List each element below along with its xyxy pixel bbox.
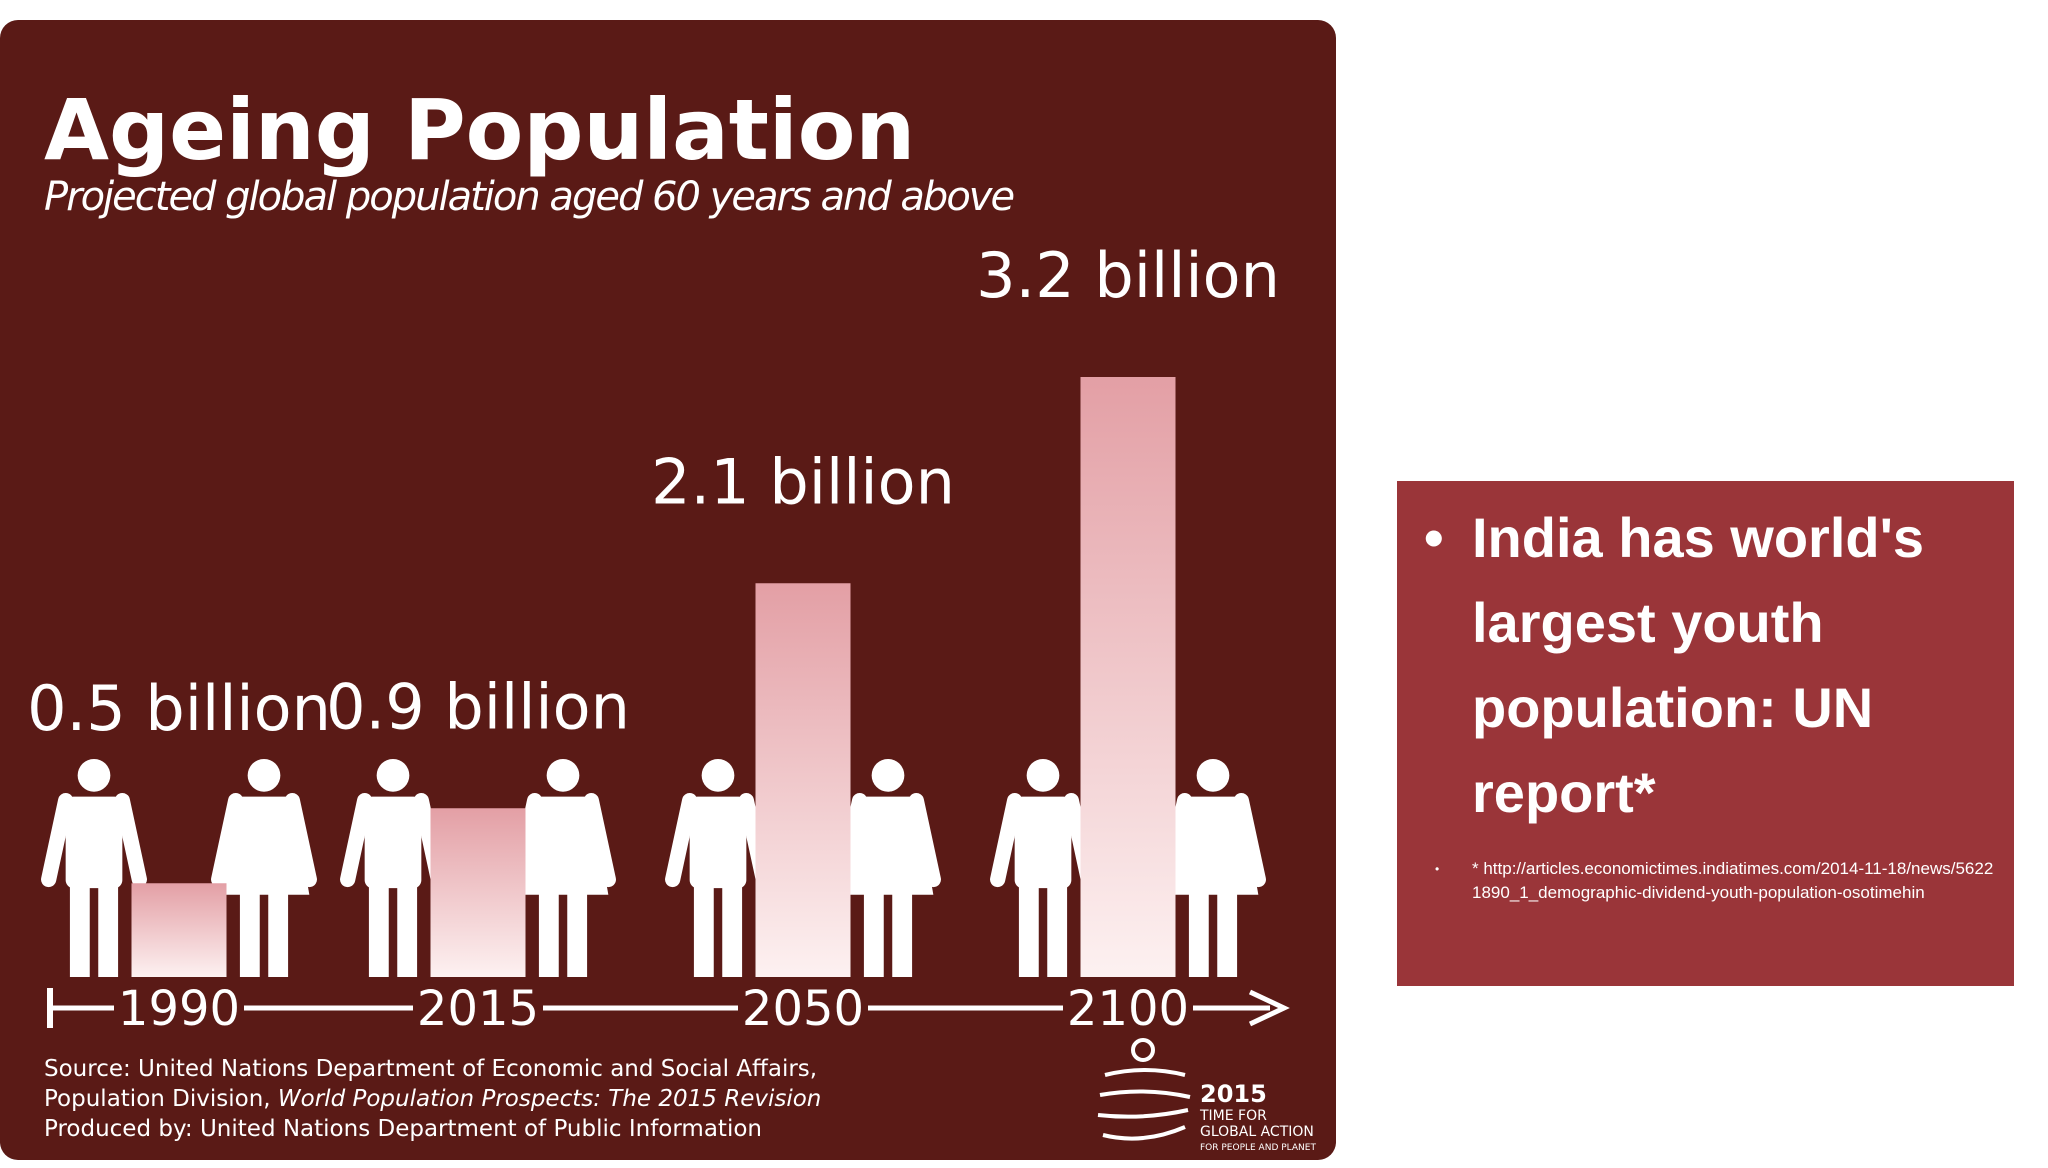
value-label: 2.1 billion (651, 445, 955, 518)
person-icon (41, 759, 147, 977)
person-head (701, 759, 735, 792)
chart-subtitle: Projected global population aged 60 year… (44, 174, 1013, 220)
person-body (1167, 796, 1259, 895)
person-leg (397, 879, 418, 977)
person-head (546, 759, 580, 792)
logo-ring (1131, 1038, 1155, 1062)
infographic: Ageing Population Projected global popul… (0, 20, 1336, 1160)
person-leg (1217, 879, 1238, 977)
timeline-gap (114, 978, 244, 1038)
person-icon (1160, 759, 1266, 977)
person-leg (863, 879, 884, 977)
timeline-gap (413, 978, 543, 1038)
note-footnote: * http://articles.economictimes.indiatim… (1421, 857, 2002, 905)
value-label: 0.9 billion (326, 670, 630, 743)
person-leg (1188, 879, 1209, 977)
source-line: Produced by: United Nations Department o… (44, 1116, 762, 1142)
x-tick-label: 2015 (417, 981, 539, 1037)
note-heading: India has world's largest youth populati… (1421, 495, 1994, 835)
person-body (1014, 796, 1072, 889)
person-icon (211, 759, 317, 977)
source-line: Population Division, World Population Pr… (44, 1086, 821, 1112)
person-icon (340, 759, 446, 977)
logo-swoosh (1097, 1068, 1191, 1141)
person-leg (368, 879, 389, 977)
person-arms (41, 792, 147, 888)
value-label: 3.2 billion (976, 239, 1280, 312)
logo-text: FOR PEOPLE AND PLANET (1200, 1143, 1316, 1153)
bar (755, 583, 851, 977)
person-icon (510, 759, 616, 977)
person-leg (567, 879, 588, 977)
note-list: India has world's largest youth populati… (1421, 495, 1994, 905)
person-leg (1018, 879, 1039, 977)
timeline-gap (1063, 978, 1193, 1038)
logo: 2015 TIME FOR GLOBAL ACTION FOR PEOPLE A… (1097, 1038, 1316, 1153)
x-tick-label: 1990 (118, 981, 240, 1037)
person-head (1026, 759, 1060, 792)
bar (430, 808, 526, 977)
person-body (689, 796, 747, 889)
person-leg (892, 879, 913, 977)
x-tick-label: 2050 (742, 981, 864, 1037)
logo-text: GLOBAL ACTION (1200, 1124, 1314, 1140)
person-arms (211, 792, 317, 888)
person-head (376, 759, 410, 792)
person-body (842, 796, 934, 895)
person-leg (693, 879, 714, 977)
value-label: 0.5 billion (27, 672, 331, 745)
bar (1080, 377, 1176, 977)
source-title: World Population Prospects: The 2015 Rev… (278, 1086, 821, 1112)
source-line: Source: United Nations Department of Eco… (44, 1056, 817, 1082)
person-body (65, 796, 123, 889)
logo-year: 2015 (1200, 1080, 1267, 1108)
person-leg (239, 879, 260, 977)
person-leg (268, 879, 289, 977)
chart-title: Ageing Population (44, 81, 915, 179)
logo-text: TIME FOR (1199, 1108, 1267, 1124)
person-leg (98, 879, 119, 977)
person-head (77, 759, 111, 792)
person-leg (722, 879, 743, 977)
person-leg (1047, 879, 1068, 977)
note-box: India has world's largest youth populati… (1397, 481, 2014, 986)
person-body (364, 796, 422, 889)
bar (131, 883, 227, 977)
timeline-arrow (1248, 989, 1290, 1027)
person-head (247, 759, 281, 792)
timeline-gap (738, 978, 868, 1038)
person-body (517, 796, 609, 895)
person-icon (835, 759, 941, 977)
person-leg (538, 879, 559, 977)
x-tick-label: 2100 (1067, 981, 1189, 1037)
person-body (218, 796, 310, 895)
person-leg (69, 879, 90, 977)
source-text: Population Division, (44, 1086, 278, 1112)
person-icon (990, 759, 1096, 977)
person-head (871, 759, 905, 792)
person-head (1196, 759, 1230, 792)
